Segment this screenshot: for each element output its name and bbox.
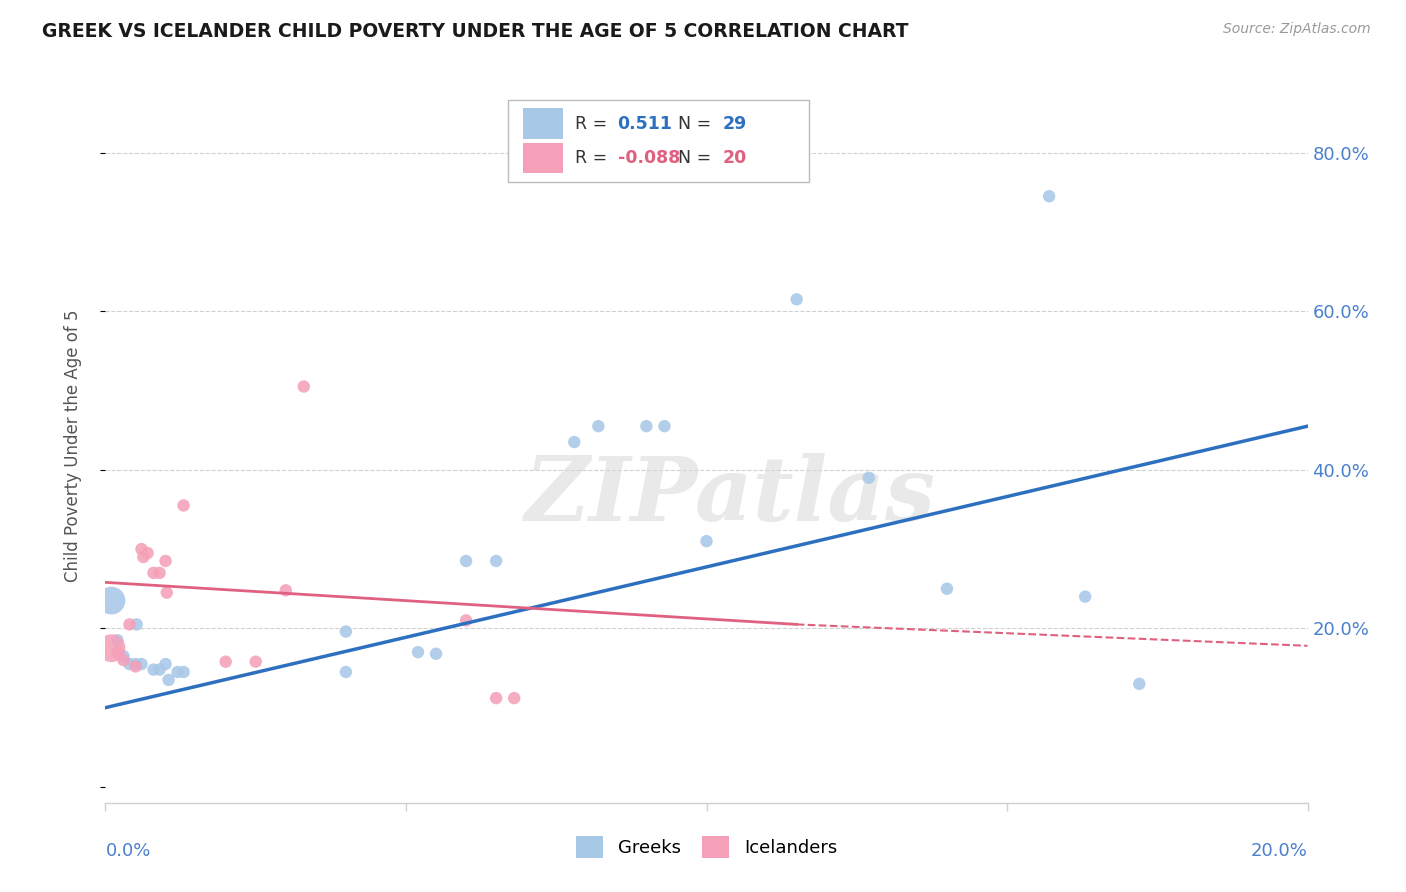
Point (245, 655, 267, 669)
Point (136, 546, 159, 560)
Point (588, 419, 610, 434)
Point (142, 663, 165, 677)
Point (654, 419, 676, 434)
Point (1074, 590, 1097, 604)
Point (124, 659, 146, 673)
Point (155, 554, 177, 568)
Point (406, 645, 429, 659)
Point (173, 499, 195, 513)
Point (485, 554, 508, 568)
Point (214, 655, 236, 669)
Point (696, 534, 718, 549)
Text: R =: R = (575, 115, 613, 133)
Y-axis label: Child Poverty Under the Age of 5: Child Poverty Under the Age of 5 (63, 310, 82, 582)
Point (335, 624, 357, 639)
Point (503, 691, 526, 706)
Point (786, 293, 808, 307)
Text: 0.511: 0.511 (617, 115, 672, 133)
Point (142, 566, 165, 580)
Point (148, 566, 170, 580)
Point (156, 585, 179, 599)
Text: N =: N = (678, 149, 717, 167)
Point (131, 657, 153, 671)
Point (107, 645, 129, 659)
Point (107, 633, 129, 648)
Point (100, 593, 122, 607)
Point (936, 582, 959, 596)
Text: 0.0%: 0.0% (105, 842, 150, 860)
Text: GREEK VS ICELANDER CHILD POVERTY UNDER THE AGE OF 5 CORRELATION CHART: GREEK VS ICELANDER CHILD POVERTY UNDER T… (42, 22, 908, 41)
Point (636, 419, 658, 434)
Point (100, 641, 122, 656)
Point (1038, 189, 1060, 203)
Text: R =: R = (575, 149, 613, 167)
Point (292, 379, 315, 393)
Point (274, 583, 297, 598)
FancyBboxPatch shape (523, 143, 564, 173)
Point (155, 657, 177, 671)
Point (131, 542, 153, 557)
Point (485, 691, 508, 706)
Point (124, 657, 146, 671)
Point (112, 649, 135, 664)
Legend: Greeks, Icelanders: Greeks, Icelanders (569, 829, 844, 865)
Point (335, 665, 357, 679)
Point (166, 665, 188, 679)
Text: 20: 20 (723, 149, 747, 167)
Point (148, 663, 170, 677)
Point (118, 657, 141, 671)
Text: 20.0%: 20.0% (1251, 842, 1308, 860)
Text: Source: ZipAtlas.com: Source: ZipAtlas.com (1223, 22, 1371, 37)
Point (173, 665, 195, 679)
Point (858, 471, 880, 485)
Text: 29: 29 (723, 115, 747, 133)
Text: ZIPatlas: ZIPatlas (524, 453, 936, 539)
Point (112, 653, 135, 667)
Point (425, 647, 447, 661)
Point (562, 435, 585, 450)
Text: -0.088: -0.088 (617, 149, 681, 167)
Point (1128, 677, 1150, 691)
Point (132, 549, 155, 564)
Text: N =: N = (678, 115, 717, 133)
Point (157, 673, 180, 687)
FancyBboxPatch shape (508, 100, 808, 182)
FancyBboxPatch shape (523, 109, 564, 139)
Point (454, 554, 477, 568)
Point (118, 617, 141, 632)
Point (125, 617, 148, 632)
Point (454, 614, 477, 628)
